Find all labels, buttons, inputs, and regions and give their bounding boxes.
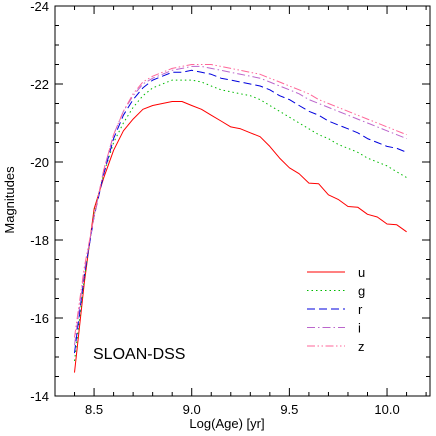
x-tick-label: 10.0 (374, 402, 399, 417)
series-line-u (74, 101, 407, 373)
y-tick-label: -20 (30, 155, 49, 170)
series-layer (74, 64, 407, 373)
chart-annotation: SLOAN-DSS (93, 346, 185, 363)
y-tick-label: -22 (30, 77, 49, 92)
series-line-r (74, 69, 407, 354)
y-tick-label: -16 (30, 311, 49, 326)
x-tick-label: 9.0 (183, 402, 201, 417)
ticks-layer (54, 5, 430, 397)
y-tick-label: -24 (30, 0, 49, 14)
legend-label-r: r (358, 302, 363, 317)
x-tick-label: 8.5 (85, 402, 103, 417)
y-tick-label: -14 (30, 389, 49, 404)
labels-layer: 8.5 9.0 9.5 10.0 -14 -16 -18 -20 -22 -24 (30, 0, 399, 417)
y-axis-title: Magnitudes (2, 166, 17, 234)
y-tick-label: -18 (30, 233, 49, 248)
legend-label-u: u (358, 265, 365, 280)
legend-label-g: g (358, 284, 365, 299)
legend-label-i: i (358, 321, 361, 336)
series-line-i (74, 65, 407, 346)
x-tick-label: 9.5 (280, 402, 298, 417)
x-axis-title: Log(Age) [yr] (189, 416, 264, 431)
legend-label-z: z (358, 339, 365, 354)
series-line-z (74, 64, 407, 338)
